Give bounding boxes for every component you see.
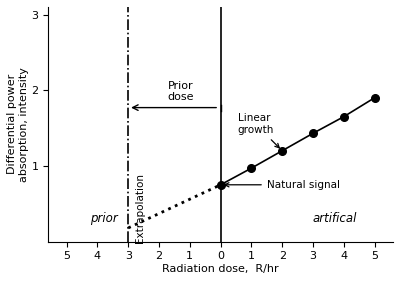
Text: Prior
dose: Prior dose [167, 81, 194, 102]
Text: Linear
growth: Linear growth [238, 114, 279, 148]
X-axis label: Radiation dose,  R/hr: Radiation dose, R/hr [162, 264, 279, 274]
Y-axis label: Differential power
absorption, intensity: Differential power absorption, intensity [7, 67, 28, 182]
Text: Natural signal: Natural signal [225, 180, 340, 190]
Text: Extrapolation: Extrapolation [135, 173, 145, 243]
Text: artifical: artifical [312, 212, 357, 225]
Text: prior: prior [90, 212, 118, 225]
